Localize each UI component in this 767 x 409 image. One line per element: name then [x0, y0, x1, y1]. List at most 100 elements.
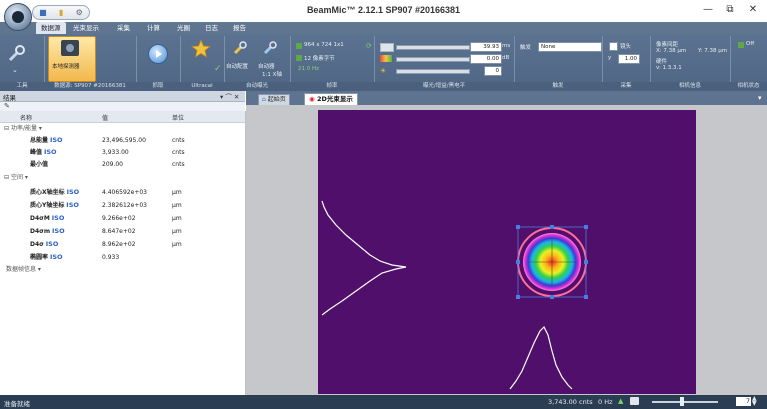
column-header-unit[interactable]: 单位	[172, 115, 185, 122]
result-name: 椭圆率	[30, 254, 49, 261]
group-label-collect: 采集	[620, 83, 632, 89]
group-label-exposure-gain: 曝光/增益/黑电平	[422, 83, 466, 89]
firmware-version: v: 1.3.3.1	[656, 65, 682, 71]
column-header-name[interactable]: 名称	[20, 115, 33, 122]
quick-access-toolbar: ■ ▮ ⚙	[32, 5, 90, 20]
fps-readout: 21.0 Hz	[298, 66, 320, 72]
tab-2d-beam-display-label: 2D光束显示	[316, 95, 353, 103]
ribbon-separator	[290, 36, 291, 90]
zoom-input[interactable]: 7	[736, 397, 751, 406]
zoom-slider-track[interactable]	[652, 401, 718, 403]
iso-badge: ISO	[52, 227, 65, 235]
result-unit: µm	[172, 202, 182, 209]
ultracal-star-icon[interactable]	[190, 38, 212, 60]
table-row: 峰值 ISO	[30, 147, 57, 158]
folder-icon[interactable]: ▮	[58, 7, 64, 17]
auto-axis-icon[interactable]	[262, 40, 278, 56]
group-toggle-frame-info[interactable]: 数据帧信息 ▾	[6, 266, 41, 273]
ribbon-separator	[224, 36, 225, 90]
maximize-button[interactable]: ⧉	[726, 4, 734, 15]
status-counts: 3,743.00 cnts	[548, 398, 593, 406]
pixel-y: Y: 7.38 µm	[698, 48, 728, 54]
result-value: 0.933	[102, 254, 120, 261]
horizontal-profile-curve	[509, 325, 573, 390]
panel-window-controls[interactable]: ▾ ⌒ ✕	[220, 93, 240, 101]
application-menu-button[interactable]	[4, 3, 32, 31]
group-label-ultracal: Ultracal	[191, 83, 213, 89]
settings-icon[interactable]: ⚙	[75, 7, 83, 17]
group-label-spatial: 空间	[10, 174, 23, 181]
camera-icon	[61, 40, 79, 56]
lens-checkbox[interactable]	[609, 42, 618, 51]
play-capture-button[interactable]	[148, 44, 168, 64]
pin-icon[interactable]: ✎	[4, 102, 10, 110]
gain-slider[interactable]	[396, 57, 470, 62]
result-name: D4σM	[30, 215, 50, 222]
save-icon[interactable]: ■	[39, 7, 47, 17]
camera-lens-icon	[12, 11, 24, 23]
exposure-unit: ms	[502, 43, 511, 49]
ribbon-separator	[514, 36, 515, 90]
lens-label: 镜头	[620, 44, 632, 50]
group-toggle-power[interactable]: ⊟ 功率/能量 ▾	[4, 125, 42, 132]
lens-axis-label: y	[608, 55, 612, 61]
beam-icon: ◉	[309, 95, 315, 103]
tab-aperture[interactable]: 光圈	[177, 24, 190, 32]
record-icon[interactable]	[630, 397, 639, 405]
bits-icon	[296, 55, 302, 61]
tab-log[interactable]: 日志	[205, 24, 218, 32]
tab-start-page-label: 起始页	[267, 96, 286, 103]
tools-dropdown-arrow[interactable]: ⌄	[12, 66, 18, 74]
tab-report[interactable]: 报告	[233, 24, 246, 32]
black-level-input[interactable]: 0	[484, 66, 502, 76]
results-panel	[0, 111, 246, 395]
table-row: 质心Y轴坐标 ISO	[30, 200, 79, 211]
lens-input[interactable]: 1.00	[618, 54, 640, 64]
group-label-camera-status: 相机状态	[737, 83, 760, 89]
results-panel-title: 结果	[3, 94, 16, 102]
tab-data-source[interactable]: 数据源	[36, 22, 66, 34]
tab-start-page[interactable]: ⌂ 起始页	[258, 94, 290, 106]
tab-2d-beam-display[interactable]: ◉ 2D光束显示	[304, 93, 358, 105]
gain-input[interactable]: 0.00	[470, 54, 502, 64]
trigger-select[interactable]: None	[538, 42, 602, 52]
tab-beam-display[interactable]: 光束显示	[73, 24, 99, 32]
zoom-slider-thumb[interactable]	[680, 397, 684, 406]
status-indicator-icon	[738, 42, 744, 48]
resolution-icon	[296, 43, 302, 49]
auto-config-icon[interactable]	[232, 40, 248, 56]
minimize-button[interactable]: —	[703, 4, 713, 15]
black-level-slider[interactable]	[396, 69, 470, 74]
trigger-value: None	[541, 44, 556, 50]
group-toggle-spatial[interactable]: ⊟ 空间 ▾	[4, 174, 28, 181]
resolution-dropdown[interactable]: 964 x 724 1x1	[304, 42, 344, 48]
column-header-value[interactable]: 值	[102, 115, 109, 122]
tools-icon[interactable]	[6, 42, 28, 64]
iso-badge: ISO	[45, 240, 59, 248]
table-row: D4σm ISO	[30, 226, 65, 237]
result-value: 8.647e+02	[102, 228, 136, 235]
ribbon-separator	[602, 36, 603, 90]
tab-compute[interactable]: 计算	[147, 24, 160, 32]
exposure-input[interactable]: 39.93	[470, 42, 502, 52]
result-name: D4σm	[30, 228, 51, 235]
tab-list-dropdown[interactable]: ▾	[758, 94, 762, 102]
refresh-icon[interactable]: ⟳	[366, 42, 372, 50]
group-label-trigger: 触发	[552, 83, 564, 89]
exposure-slider[interactable]	[396, 45, 470, 50]
iso-badge: ISO	[66, 188, 80, 196]
auto-config-label: 自动配置	[226, 64, 249, 70]
iso-badge: ISO	[49, 136, 63, 144]
ribbon-separator	[730, 36, 731, 90]
result-value: 23,496,595.00	[102, 137, 146, 144]
beam-image[interactable]	[318, 110, 696, 394]
camera-status-toggle[interactable]: Off	[746, 41, 755, 47]
bits-dropdown[interactable]: 12 像素字节	[304, 56, 335, 62]
panel-toolbar	[0, 102, 245, 111]
zoom-spinner[interactable]: ▲ ▼	[752, 395, 757, 407]
ribbon-separator	[44, 36, 45, 90]
close-button[interactable]: ✕	[748, 4, 758, 15]
group-label-power: 功率/能量	[10, 125, 37, 132]
auto-1x-label: 1:1 X轴	[262, 72, 282, 78]
tab-capture[interactable]: 采集	[117, 24, 130, 32]
